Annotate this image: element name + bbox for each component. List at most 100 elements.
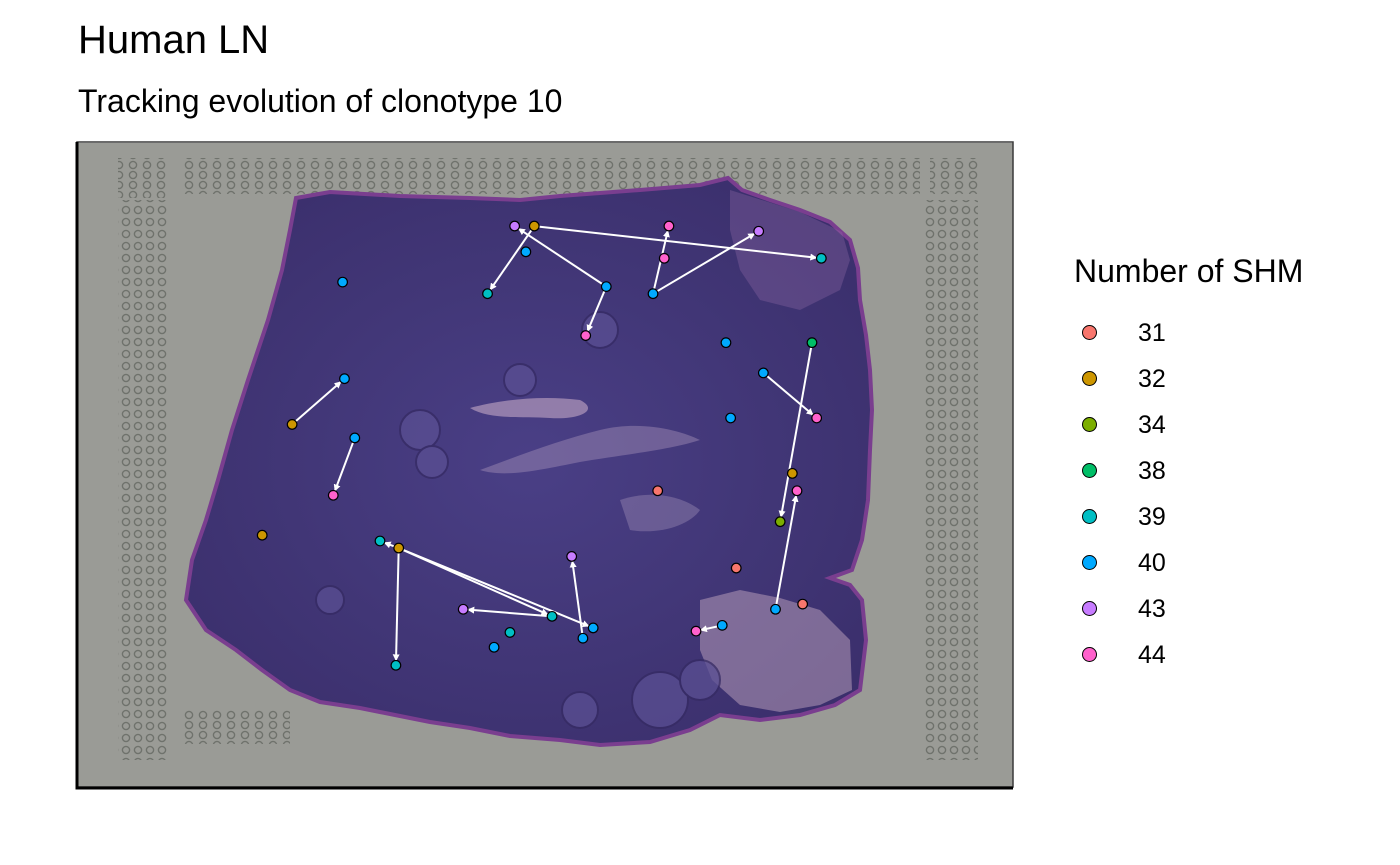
vessel-streak xyxy=(470,397,589,419)
legend-label: 40 xyxy=(1138,548,1166,577)
spot-point xyxy=(774,516,786,528)
spot-point xyxy=(390,659,402,671)
legend-item-31: 31 xyxy=(1080,310,1166,356)
spot-point xyxy=(374,535,386,547)
spot-point xyxy=(349,432,361,444)
spot-point xyxy=(393,542,405,554)
legend-swatch xyxy=(1082,463,1097,478)
spot-point xyxy=(509,220,521,232)
legend-swatch xyxy=(1082,417,1097,432)
spot-point xyxy=(663,220,675,232)
legend-swatch xyxy=(1082,647,1097,662)
legend-key xyxy=(1080,415,1100,435)
spot-point xyxy=(770,603,781,615)
lineage-arrow xyxy=(534,225,818,261)
spot-point xyxy=(806,337,818,349)
lineage-arrow xyxy=(333,437,356,492)
spot-point xyxy=(797,598,809,610)
follicles xyxy=(315,311,721,729)
lineage-arrow xyxy=(467,606,553,618)
spot-point xyxy=(520,246,532,258)
spot-point xyxy=(580,330,592,341)
panel-axes-lines xyxy=(75,142,1013,790)
lineage-arrows xyxy=(291,225,818,662)
legend-item-40: 40 xyxy=(1080,540,1166,586)
lineage-arrow xyxy=(586,286,608,332)
spot-point xyxy=(757,367,769,379)
lineage-arrow xyxy=(291,381,342,426)
spot-point xyxy=(815,252,827,264)
lineage-arrow xyxy=(398,547,590,627)
spot-point xyxy=(811,412,823,424)
legend-item-34: 34 xyxy=(1080,402,1166,448)
spot-point xyxy=(337,276,349,288)
legend-swatch xyxy=(1082,325,1097,340)
spot-point xyxy=(730,562,742,574)
spot-point xyxy=(716,619,728,631)
legend-label: 38 xyxy=(1138,456,1166,485)
vessel-streak xyxy=(480,425,700,474)
lineage-arrow xyxy=(652,229,670,294)
spot-point xyxy=(720,337,732,349)
legend-key xyxy=(1080,599,1100,619)
lineage-arrow xyxy=(778,342,813,518)
chart-title: Human LN xyxy=(78,18,270,62)
spot-point xyxy=(504,627,516,638)
legend-key xyxy=(1080,553,1100,573)
legend-label: 34 xyxy=(1138,410,1166,439)
spot-point xyxy=(786,467,798,479)
connective-tissue xyxy=(730,190,850,310)
spot-point xyxy=(652,485,664,497)
legend-label: 44 xyxy=(1138,640,1166,669)
spot-point xyxy=(528,220,540,232)
spot-point xyxy=(725,412,737,424)
lineage-arrow xyxy=(652,232,756,295)
legend-title: Number of SHM xyxy=(1074,253,1304,289)
spot-point xyxy=(546,610,558,622)
stromal-region xyxy=(700,590,852,712)
tissue-image xyxy=(75,141,1014,790)
legend-item-38: 38 xyxy=(1080,448,1166,494)
spot-point xyxy=(256,529,268,541)
legend-swatch xyxy=(1082,555,1097,570)
legend: 31 32 34 38 39 40 43 44 xyxy=(1080,310,1166,678)
legend-item-43: 43 xyxy=(1080,586,1166,632)
spot-point xyxy=(566,551,578,562)
legend-label: 32 xyxy=(1138,364,1166,393)
legend-key xyxy=(1080,461,1100,481)
lineage-arrow xyxy=(489,225,536,291)
legend-item-39: 39 xyxy=(1080,494,1166,540)
lineage-arrow xyxy=(392,548,400,662)
spots xyxy=(256,220,827,671)
spot-point xyxy=(791,485,803,497)
lineage-arrow xyxy=(517,227,607,288)
spot-point xyxy=(327,489,339,501)
legend-swatch xyxy=(1082,371,1097,386)
vessel-streak xyxy=(620,494,700,532)
legend-swatch xyxy=(1082,509,1097,524)
spot-point xyxy=(457,603,469,615)
spot-point xyxy=(488,641,500,653)
spot-point xyxy=(647,288,659,300)
chart-subtitle: Tracking evolution of clonotype 10 xyxy=(78,83,563,119)
spot-point xyxy=(690,625,702,637)
legend-key xyxy=(1080,323,1100,343)
legend-item-44: 44 xyxy=(1080,632,1166,678)
legend-swatch xyxy=(1082,601,1097,616)
spot-point xyxy=(600,281,612,293)
legend-item-32: 32 xyxy=(1080,356,1166,402)
legend-label: 31 xyxy=(1138,318,1166,347)
lineage-arrow xyxy=(762,372,814,416)
legend-label: 39 xyxy=(1138,502,1166,531)
legend-key xyxy=(1080,507,1100,527)
fiducial-frame xyxy=(118,158,978,760)
spot-point xyxy=(587,622,599,634)
legend-key xyxy=(1080,645,1100,665)
spot-point xyxy=(286,419,298,430)
spot-point xyxy=(577,632,589,644)
legend-key xyxy=(1080,369,1100,389)
spot-point xyxy=(482,288,493,300)
spot-point xyxy=(658,252,670,264)
spot-point xyxy=(753,225,765,237)
